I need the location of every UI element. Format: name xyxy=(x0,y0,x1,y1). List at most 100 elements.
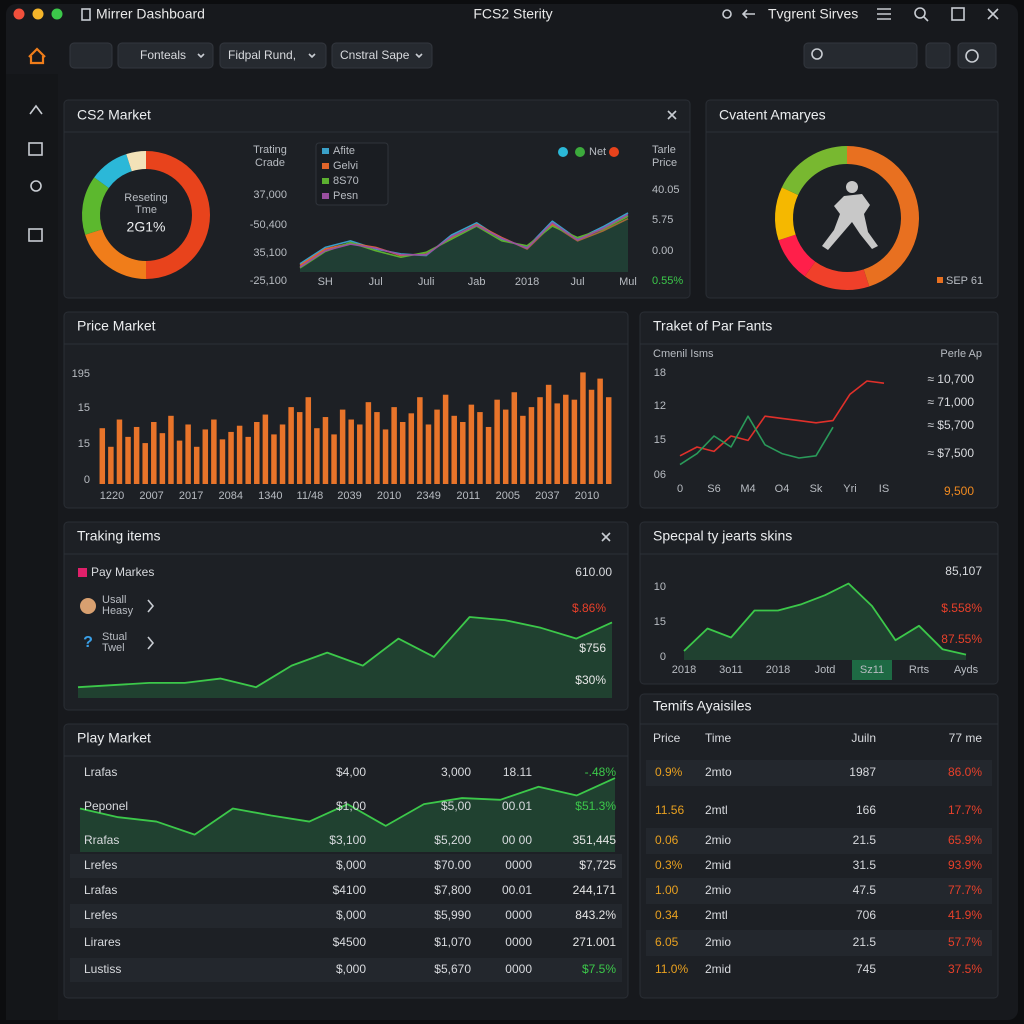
filter-button[interactable] xyxy=(219,42,327,69)
search-box[interactable] xyxy=(803,42,918,69)
user-label[interactable]: Tvgrent Sirves xyxy=(768,6,858,22)
donut-segment xyxy=(126,151,146,172)
x-tick-label: Yri xyxy=(843,483,856,495)
x-tick-label: SH xyxy=(318,276,333,288)
close-icon[interactable] xyxy=(667,110,677,120)
table-cell: 0000 xyxy=(505,935,532,949)
table-cell: $,000 xyxy=(336,858,366,872)
nav-icon[interactable] xyxy=(28,142,43,156)
row-stripe xyxy=(70,854,622,878)
bar xyxy=(202,429,209,484)
bar xyxy=(108,446,114,484)
filter-label[interactable]: Cnstral Sape xyxy=(340,48,410,62)
home-icon[interactable] xyxy=(28,47,46,65)
bar xyxy=(305,397,312,484)
nav-icon[interactable] xyxy=(29,104,43,115)
bar xyxy=(348,419,354,484)
nav-icon[interactable] xyxy=(28,228,43,242)
settings-icon[interactable] xyxy=(722,9,732,19)
table-cell: 0000 xyxy=(505,908,532,922)
panel xyxy=(63,521,629,711)
x-tick-label: 2084 xyxy=(219,490,243,502)
table-cell: $5,990 xyxy=(434,908,471,922)
menu-icon[interactable] xyxy=(877,8,891,20)
y-tick-label: 0 xyxy=(84,474,90,486)
donut-segment xyxy=(94,154,132,188)
table-cell: Lrafas xyxy=(84,765,117,779)
nav-icon[interactable] xyxy=(30,180,42,192)
minimize-dot[interactable] xyxy=(32,8,44,20)
sidebar xyxy=(6,74,58,1020)
bar xyxy=(399,422,406,484)
table-cell: 18.11 xyxy=(503,765,532,779)
table-cell: 0.34 xyxy=(655,908,679,922)
bar xyxy=(228,431,234,484)
legend-box xyxy=(315,142,389,206)
donut-segment xyxy=(847,146,919,287)
bar xyxy=(554,403,560,484)
line xyxy=(77,616,613,689)
value-label: ≈ $7,500 xyxy=(927,446,974,460)
table-cell: 0.9% xyxy=(655,765,683,779)
x-tick-label: 1340 xyxy=(258,490,282,502)
panel-title: Traking items xyxy=(77,528,161,544)
filter-button[interactable] xyxy=(331,42,433,69)
close-dot[interactable] xyxy=(13,8,25,20)
panel-title: Temifs Ayaisiles xyxy=(653,698,752,714)
table-cell: $,000 xyxy=(336,962,366,976)
tool-button[interactable] xyxy=(69,42,113,69)
filter-label[interactable]: Fonteals xyxy=(140,48,186,62)
table-cell: Rrafas xyxy=(84,833,119,847)
bar xyxy=(116,419,123,484)
x-tick-label: 2010 xyxy=(575,490,599,502)
y-tick-label: 37,000 xyxy=(253,189,287,201)
table-cell: 11.56 xyxy=(655,803,684,817)
bar xyxy=(605,397,612,484)
panel-title: Traket of Par Fants xyxy=(653,318,772,334)
panel-title: Play Market xyxy=(77,730,151,746)
maximize-dot[interactable] xyxy=(51,8,63,20)
table-cell: 2mtl xyxy=(705,908,728,922)
bar xyxy=(219,439,226,484)
bar xyxy=(185,424,191,484)
table-cell: Lrefes xyxy=(84,858,117,872)
table-cell: Lirares xyxy=(84,935,121,949)
icon-button[interactable] xyxy=(957,42,997,69)
donut-segment xyxy=(775,187,799,241)
x-tick-label: 3o11 xyxy=(719,664,743,676)
search-icon-handle xyxy=(923,16,929,22)
y2-tick-label: 40.05 xyxy=(652,184,680,196)
chevrons[interactable] xyxy=(147,599,155,650)
close-icon[interactable] xyxy=(987,8,999,20)
table-cell: 2mid xyxy=(705,858,731,872)
dropdown-arrows xyxy=(197,53,423,59)
back-icon[interactable] xyxy=(741,9,755,19)
x-tick-label: 1220 xyxy=(100,490,124,502)
table-cell: Lustiss xyxy=(84,962,121,976)
bar xyxy=(193,446,200,484)
item-label: Twel xyxy=(102,642,125,654)
table-cell: 17.7% xyxy=(948,803,982,817)
donut-segment xyxy=(81,177,109,235)
table-cell: $70.00 xyxy=(434,858,471,872)
table-cell: 2mio xyxy=(705,833,731,847)
table-cell: 843.2% xyxy=(575,908,616,922)
bar xyxy=(142,443,148,484)
icon-button[interactable] xyxy=(925,42,951,69)
close-icon[interactable] xyxy=(601,532,611,542)
panel-title: Cvatent Amaryes xyxy=(719,107,826,123)
y-tick-label: 15 xyxy=(654,434,666,446)
check-icon[interactable] xyxy=(951,7,965,21)
bar xyxy=(374,412,380,484)
bar xyxy=(391,407,397,484)
item-label: Heasy xyxy=(102,605,134,617)
x-tick-label: 2010 xyxy=(377,490,401,502)
value-label: $.558% xyxy=(941,601,982,615)
bar xyxy=(580,372,586,484)
search-icon[interactable] xyxy=(914,7,926,19)
filter-label[interactable]: Fidpal Rund, xyxy=(228,48,296,62)
filter-button[interactable] xyxy=(117,42,214,69)
table-cell: 00 00 xyxy=(502,833,532,847)
legend-label: Net xyxy=(589,146,606,158)
bar xyxy=(211,419,217,484)
